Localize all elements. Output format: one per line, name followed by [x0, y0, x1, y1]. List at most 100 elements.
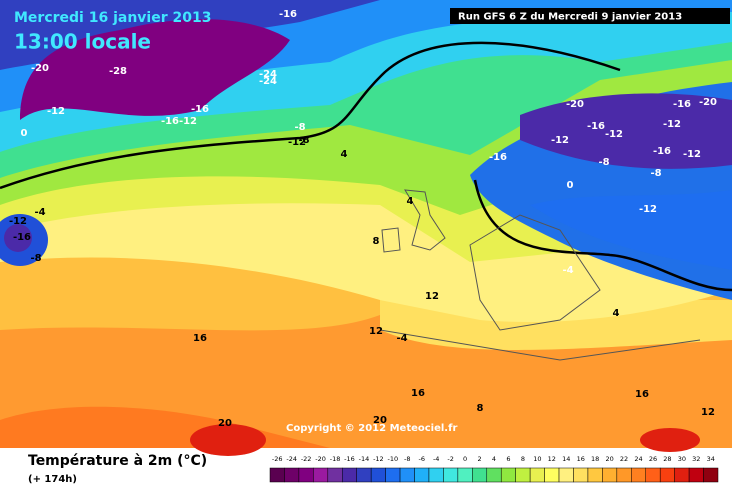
color-swatch: [529, 467, 545, 483]
isotherm-label: 8: [373, 236, 380, 247]
scale-tick-label: 30: [678, 455, 686, 463]
color-swatch: [385, 467, 401, 483]
scale-tick-label: -20: [315, 455, 326, 463]
isotherm-label: 0: [21, 128, 28, 139]
color-swatch: [616, 467, 632, 483]
color-swatch: [703, 467, 719, 483]
color-swatch: [500, 467, 516, 483]
color-swatch: [443, 467, 459, 483]
isotherm-label: 20: [218, 418, 232, 429]
isotherm-label: 12: [425, 291, 439, 302]
isotherm-label: -12: [179, 116, 197, 127]
isotherm-label: -4: [396, 333, 407, 344]
map-labels: -16-20 -28 -24-24-16-16 -12-8-120-12-44-12-…: [9, 9, 717, 429]
isotherm-label: 4: [407, 196, 414, 207]
isotherm-label: -20: [31, 63, 49, 74]
forecast-date: Mercredi 16 janvier 2013: [14, 10, 211, 26]
scale-tick-label: 2: [477, 455, 481, 463]
copyright: Copyright © 2012 Meteociel.fr: [286, 423, 457, 434]
isotherm-label: -12: [47, 106, 65, 117]
scale-tick-label: -4: [433, 455, 439, 463]
isotherm-label: 4: [613, 308, 620, 319]
color-swatch: [370, 467, 386, 483]
color-swatch: [313, 467, 329, 483]
color-swatch: [558, 467, 574, 483]
cold-area: [20, 19, 290, 121]
color-scale: -26 -24 -22 -20 -18 -16 -14 -12 -10 -8 -6 -4 -2 0 2 4 6 8…: [269, 455, 719, 483]
scale-tick-label: -22: [301, 455, 312, 463]
isotherm-label: 8: [477, 403, 484, 414]
scale-tick-label: 10: [533, 455, 541, 463]
scale-tick-label: -6: [418, 455, 424, 463]
color-swatch: [399, 467, 415, 483]
isotherm-label: -12: [605, 129, 623, 140]
scale-tick-label: 20: [605, 455, 613, 463]
scale-tick-label: -24: [286, 455, 297, 463]
color-swatch: [284, 467, 300, 483]
warm-area: [190, 424, 266, 456]
color-swatch: [544, 467, 560, 483]
scale-tick-label: 4: [492, 455, 496, 463]
cold-area: [530, 190, 732, 270]
isotherm-label: -12: [639, 204, 657, 215]
color-swatch: [602, 467, 618, 483]
run-info: Run GFS 6 Z du Mercredi 9 janvier 2013: [458, 12, 682, 23]
isotherm-label: -20: [566, 99, 584, 110]
color-swatch: [515, 467, 531, 483]
scale-tick-label: 22: [620, 455, 628, 463]
isotherm-label: -24: [259, 76, 277, 87]
isotherm-label: -16: [279, 9, 297, 20]
isotherm-label: -16: [673, 99, 691, 110]
scale-tick-label: 32: [692, 455, 700, 463]
scale-tick-label: -12: [373, 455, 384, 463]
run-box: [450, 8, 730, 24]
isotherm-label: 16: [635, 389, 649, 400]
isotherm-label: -12: [551, 135, 569, 146]
color-swatch: [269, 467, 285, 483]
forecast-time: 13:00 locale: [14, 30, 151, 54]
color-swatch: [631, 467, 646, 483]
scale-tick-label: 34: [707, 455, 715, 463]
scale-tick-label: 6: [506, 455, 510, 463]
color-swatch: [472, 467, 488, 483]
scale-tick-label: 12: [548, 455, 556, 463]
isotherm-label: -8: [294, 122, 305, 133]
isotherm-label: -16: [587, 121, 605, 132]
color-swatch: [327, 467, 343, 483]
color-swatch: [486, 467, 502, 483]
isotherm-label: -12: [683, 149, 701, 160]
cold-area: [520, 93, 732, 169]
isotherm-label: -20: [699, 97, 717, 108]
color-swatch: [414, 467, 430, 483]
scale-tick-label: 18: [591, 455, 599, 463]
isotherm-label: -16: [489, 152, 507, 163]
isotherm-label: -28: [109, 66, 127, 77]
warm-area: [640, 428, 700, 452]
isotherm-label: -8: [598, 157, 609, 168]
scale-tick-label: 24: [634, 455, 642, 463]
scale-tick-label: -16: [344, 455, 355, 463]
scale-tick-label: 28: [663, 455, 671, 463]
variable-title: Température à 2m (°C): [28, 453, 207, 469]
scale-tick-label: 26: [649, 455, 657, 463]
color-swatch: [573, 467, 589, 483]
color-swatch: [342, 467, 357, 483]
isotherm-label: -4: [34, 207, 45, 218]
isotherm-label: 0: [567, 180, 574, 191]
isotherm-label: 12: [701, 407, 715, 418]
isotherm-label: 16: [193, 333, 207, 344]
scale-tick-label: -14: [359, 455, 370, 463]
color-swatch: [428, 467, 444, 483]
isotherm-label: -12: [663, 119, 681, 130]
color-swatch: [674, 467, 690, 483]
color-swatch: [645, 467, 661, 483]
map: -16-20 -28 -24-24-16-16 -12-8-120-12-44-12-…: [0, 0, 732, 456]
scale-tick-label: 0: [463, 455, 467, 463]
isotherm-label: -16: [13, 232, 31, 243]
scale-tick-label: 16: [577, 455, 585, 463]
isotherm-label: 12: [369, 326, 383, 337]
isotherm-label: -8: [298, 135, 309, 146]
scale-tick-label: 8: [521, 455, 525, 463]
color-swatch: [587, 467, 603, 483]
isotherm-label: -8: [30, 253, 41, 264]
